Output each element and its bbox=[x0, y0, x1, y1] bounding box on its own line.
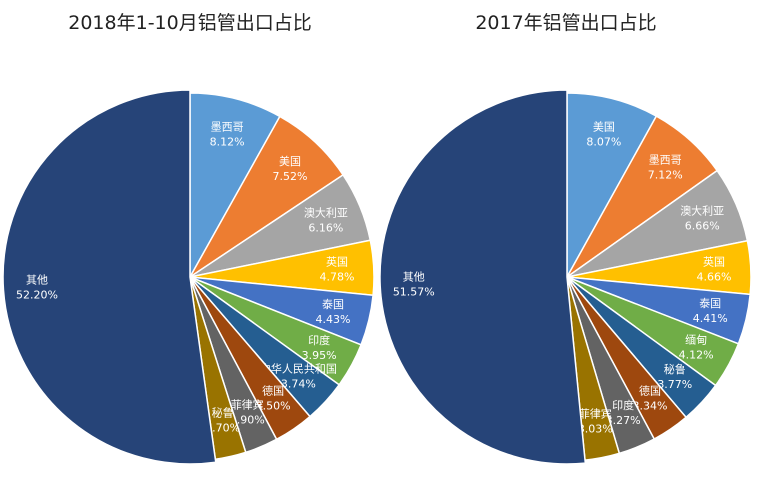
chart-title-2017: 2017年铝管出口占比 bbox=[475, 12, 656, 34]
slice-label-其他: 其他 bbox=[26, 274, 48, 287]
slice-percent-英国: 4.78% bbox=[320, 271, 355, 284]
slice-percent-泰国: 4.43% bbox=[316, 313, 351, 326]
slice-percent-秘鲁: 2.70% bbox=[205, 422, 240, 435]
slice-percent-德国: 3.34% bbox=[633, 400, 668, 413]
pie-slice-其他 bbox=[2, 89, 217, 465]
slice-label-美国: 美国 bbox=[593, 121, 615, 134]
slice-label-中华人民共和国: 中华人民共和国 bbox=[260, 362, 337, 376]
slice-label-其他: 其他 bbox=[403, 271, 425, 284]
slice-label-墨西哥: 墨西哥 bbox=[649, 153, 682, 166]
slice-label-英国: 英国 bbox=[703, 254, 725, 268]
slice-percent-德国: 3.50% bbox=[256, 400, 291, 413]
slice-percent-墨西哥: 8.12% bbox=[210, 136, 245, 149]
slice-percent-印度: 3.95% bbox=[302, 349, 337, 362]
slice-label-菲律宾: 菲律宾 bbox=[231, 398, 264, 412]
slice-percent-澳大利亚: 6.66% bbox=[685, 220, 720, 233]
slice-label-印度: 印度 bbox=[612, 398, 634, 412]
slice-label-澳大利亚: 澳大利亚 bbox=[304, 205, 348, 219]
slice-label-泰国: 泰国 bbox=[699, 296, 721, 310]
slice-label-秘鲁: 秘鲁 bbox=[212, 406, 234, 420]
pie-slice-墨西哥 bbox=[189, 92, 281, 280]
slice-percent-墨西哥: 7.12% bbox=[648, 168, 683, 181]
slice-label-缅甸: 缅甸 bbox=[685, 333, 707, 347]
slice-label-德国: 德国 bbox=[639, 384, 661, 398]
chart-title-2018: 2018年1-10月铝管出口占比 bbox=[68, 12, 311, 34]
slice-percent-其他: 51.57% bbox=[393, 286, 435, 299]
slice-label-泰国: 泰国 bbox=[322, 297, 344, 311]
slice-percent-印度: 3.27% bbox=[606, 414, 641, 427]
slice-label-秘鲁: 秘鲁 bbox=[664, 362, 686, 376]
slice-label-澳大利亚: 澳大利亚 bbox=[680, 204, 724, 218]
slice-percent-英国: 4.66% bbox=[697, 270, 732, 283]
slice-percent-澳大利亚: 6.16% bbox=[308, 221, 343, 234]
slice-percent-美国: 8.07% bbox=[586, 136, 621, 149]
slice-percent-美国: 7.52% bbox=[273, 170, 308, 183]
slice-label-墨西哥: 墨西哥 bbox=[211, 121, 244, 134]
slice-percent-其他: 52.20% bbox=[16, 289, 58, 302]
slice-label-德国: 德国 bbox=[262, 384, 284, 398]
slice-label-印度: 印度 bbox=[308, 333, 330, 347]
slice-label-美国: 美国 bbox=[279, 155, 301, 168]
pie-2017-slices: 美国 8.07% 墨西哥 7.12% 澳大利亚 6.66% 英国 4.66% 泰国 4.41% 缅甸… bbox=[379, 89, 752, 465]
pie-slice-其他 bbox=[379, 89, 587, 465]
slice-percent-泰国: 4.41% bbox=[693, 312, 728, 325]
pie-chart-2018: 2018年1-10月铝管出口占比 墨西哥 8.12% 美国 7.52% 澳大利亚 6.16… bbox=[2, 12, 375, 465]
slice-percent-菲律宾: 2.90% bbox=[230, 414, 265, 427]
slice-percent-菲律宾: 3.03% bbox=[578, 423, 613, 436]
slice-percent-缅甸: 4.12% bbox=[679, 349, 714, 362]
pie-2018-slices: 墨西哥 8.12% 美国 7.52% 澳大利亚 6.16% 英国 4.78% 泰国 4.43% 印度… bbox=[2, 89, 375, 465]
slice-percent-秘鲁: 3.77% bbox=[657, 378, 692, 391]
pie-chart-2017: 2017年铝管出口占比 美国 8.07% 墨西哥 7.12% 澳大利亚 6.66% 英国 4.… bbox=[379, 12, 752, 465]
slice-percent-中华人民共和国: 3.74% bbox=[281, 378, 316, 391]
pie-slice-美国 bbox=[566, 92, 658, 280]
slice-label-菲律宾: 菲律宾 bbox=[579, 407, 612, 421]
slice-label-英国: 英国 bbox=[326, 255, 348, 269]
